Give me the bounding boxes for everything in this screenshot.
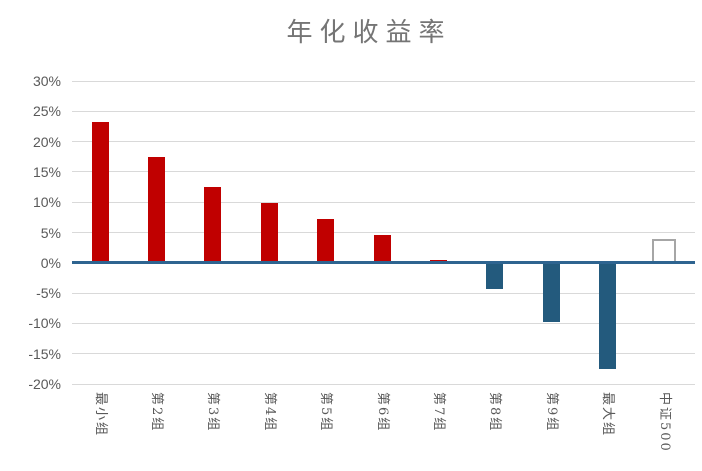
y-axis-tick-label: 30% xyxy=(32,73,61,89)
x-axis-category-label: 第2组 xyxy=(148,392,164,433)
bar-中证500 xyxy=(652,238,676,263)
x-axis-category-label: 最大组 xyxy=(600,392,616,438)
bar-第2组 xyxy=(147,156,165,263)
bar-第3组 xyxy=(204,187,222,263)
x-axis-category-label: 第6组 xyxy=(374,392,390,433)
x-axis-category-label: 中证500 xyxy=(656,392,672,453)
y-axis-tick-label: -5% xyxy=(36,285,61,302)
zero-axis-line xyxy=(72,261,695,265)
y-axis-tick-label: -20% xyxy=(28,376,61,392)
x-axis-category-label: 第3组 xyxy=(205,392,221,433)
gridline xyxy=(72,383,695,385)
x-axis-category-label: 第9组 xyxy=(543,392,559,433)
chart-title: 年化收益率 xyxy=(286,18,452,48)
y-axis-tick-label: -10% xyxy=(28,315,61,332)
x-axis-category-label: 第7组 xyxy=(430,392,446,433)
bar-第4组 xyxy=(260,203,278,263)
gridline xyxy=(72,322,695,324)
bar-第8组 xyxy=(486,262,504,289)
gridline xyxy=(72,110,695,112)
y-axis-tick-label: 0% xyxy=(40,254,61,271)
bar-第9组 xyxy=(542,262,560,322)
gridline xyxy=(72,80,695,82)
gridline xyxy=(72,141,695,143)
bar-最小组 xyxy=(91,122,109,263)
gridline xyxy=(72,353,695,355)
plot-area xyxy=(72,80,695,385)
y-axis-tick-label: 5% xyxy=(40,224,61,241)
bar-第5组 xyxy=(317,218,335,263)
bar-第6组 xyxy=(373,234,391,263)
y-axis-tick-label: -15% xyxy=(28,345,61,362)
gridline xyxy=(72,232,695,233)
y-axis-tick-label: 20% xyxy=(32,133,61,150)
x-axis-category-label: 第5组 xyxy=(318,392,334,433)
x-axis-category-label: 第4组 xyxy=(261,392,277,433)
y-axis-tick-label: 25% xyxy=(32,103,61,120)
x-axis-category-label: 最小组 xyxy=(92,392,108,438)
gridline xyxy=(72,201,695,203)
y-axis-tick-label: 10% xyxy=(32,194,61,211)
gridline xyxy=(72,292,695,294)
bar-第7组 xyxy=(429,259,447,263)
y-axis-tick-label: 15% xyxy=(32,163,61,180)
bar-最大组 xyxy=(599,262,617,370)
gridline xyxy=(72,171,695,173)
x-axis-category-label: 第8组 xyxy=(487,392,503,433)
